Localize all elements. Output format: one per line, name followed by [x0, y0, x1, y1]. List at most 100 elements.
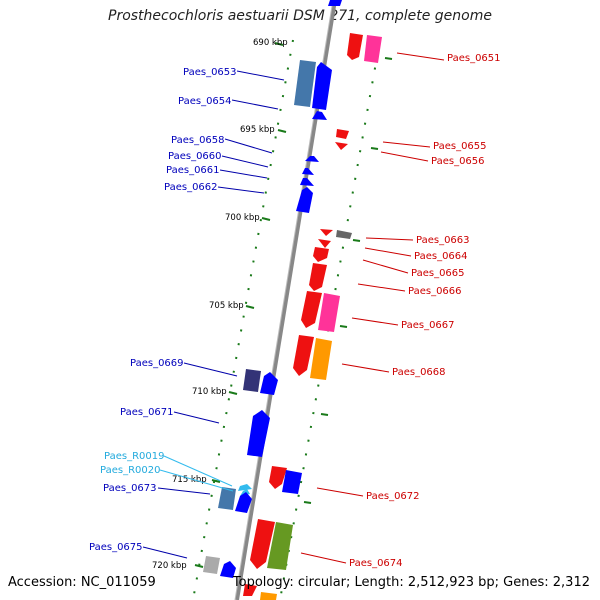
gene-label[interactable]: Paes_0675 [89, 542, 143, 553]
gene-label[interactable]: Paes_0661 [166, 165, 220, 176]
gene-paes-0666[interactable] [309, 263, 327, 291]
track-tick [303, 501, 312, 504]
gene-paes-0675-a[interactable] [203, 556, 220, 574]
leader-line [396, 52, 445, 61]
tick-label: 700 kbp [225, 213, 260, 223]
tick-mark [261, 217, 271, 221]
gene-label[interactable]: Paes_0666 [408, 286, 462, 297]
gene-paes-0658[interactable] [305, 156, 319, 162]
gene-partial-top[interactable] [328, 0, 342, 6]
tick-label: 695 kbp [240, 125, 275, 135]
gene-paes-0668-b[interactable] [310, 338, 332, 380]
gene-paes-0660[interactable] [302, 168, 314, 175]
gene-paes-0653[interactable] [294, 60, 316, 107]
leader-line [163, 455, 233, 487]
leader-line [159, 469, 234, 492]
gene-paes-r0019[interactable] [238, 484, 252, 491]
left-leader-lines [142, 70, 285, 559]
gene-paes-0667-b[interactable] [318, 293, 340, 332]
leader-line [357, 283, 406, 292]
gene-paes-0662[interactable] [296, 187, 313, 213]
gene-paes-0669-b[interactable] [260, 372, 278, 395]
leader-line [365, 237, 414, 241]
gene-paes-0671[interactable] [247, 410, 270, 457]
gene-paes-0665[interactable] [313, 247, 329, 262]
left-gene-labels: Paes_0653 Paes_0654 Paes_0658 Paes_0660 … [89, 67, 237, 553]
right-leader-lines [300, 52, 445, 564]
gene-paes-0674-a[interactable] [250, 519, 275, 569]
leader-line [351, 317, 399, 326]
gene-label[interactable]: Paes_0655 [433, 141, 487, 152]
leader-line [380, 151, 429, 162]
gene-paes-0668-a[interactable] [293, 335, 314, 376]
gene-paes-0663-a[interactable] [320, 229, 333, 236]
gene-label[interactable]: Paes_R0019 [104, 451, 164, 462]
gene-label[interactable]: Paes_0656 [431, 156, 485, 167]
gene-paes-0651-a[interactable] [347, 33, 363, 60]
gene-label[interactable]: Paes_0672 [366, 491, 420, 502]
leader-line [362, 259, 409, 274]
tick-mark [194, 564, 204, 568]
track-tick [320, 413, 329, 416]
gene-label[interactable]: Paes_0662 [164, 182, 218, 193]
accession-text: Accession: NC_011059 [8, 575, 156, 590]
map-title: Prosthecochloris aestuarii DSM 271, comp… [108, 8, 492, 24]
forward-genes [203, 60, 332, 578]
leader-line [382, 141, 431, 148]
gene-label[interactable]: Paes_0664 [414, 251, 468, 262]
gene-paes-0651-b[interactable] [364, 35, 382, 63]
gene-paes-0663-b[interactable] [336, 230, 352, 239]
track-tick [339, 325, 348, 328]
gene-label[interactable]: Paes_0668 [392, 367, 446, 378]
leader-line [224, 138, 273, 154]
leader-line [173, 411, 220, 424]
gene-paes-0672[interactable] [269, 466, 287, 489]
leader-line [341, 363, 390, 373]
gene-paes-0653-b[interactable] [312, 62, 332, 110]
leader-line [142, 546, 188, 559]
leader-line [364, 247, 412, 257]
tick-label: 720 kbp [152, 561, 187, 571]
gene-label[interactable]: Paes_R0020 [100, 465, 160, 476]
gene-paes-0673-a[interactable] [218, 487, 236, 510]
gene-paes-0654[interactable] [312, 111, 327, 120]
gene-label[interactable]: Paes_0653 [183, 67, 237, 78]
track-tick [384, 57, 393, 60]
tick-label: 715 kbp [172, 475, 207, 485]
gene-paes-0656[interactable] [335, 142, 348, 150]
gene-label[interactable]: Paes_0674 [349, 558, 403, 569]
gene-label[interactable]: Paes_0658 [171, 135, 225, 146]
rna-leader-lines [159, 455, 234, 492]
gene-label[interactable]: Paes_0654 [178, 96, 232, 107]
leader-line [316, 487, 364, 497]
gene-label[interactable]: Paes_0663 [416, 235, 470, 246]
gene-paes-0673-c[interactable] [282, 470, 302, 494]
gene-paes-0675-b[interactable] [220, 561, 236, 578]
genome-summary-text: Topology: circular; Length: 2,512,923 bp… [232, 575, 590, 590]
gene-paes-0661[interactable] [300, 178, 314, 186]
gene-label[interactable]: Paes_0651 [447, 53, 501, 64]
tick-mark [245, 305, 255, 309]
gene-paes-0667-a[interactable] [301, 291, 322, 328]
reverse-genes [243, 33, 382, 600]
gene-label[interactable]: Paes_0673 [103, 483, 157, 494]
tick-label: 690 kbp [253, 38, 288, 48]
gene-label[interactable]: Paes_0665 [411, 268, 465, 279]
gene-paes-0664[interactable] [318, 239, 331, 248]
gene-paes-0655[interactable] [336, 129, 349, 139]
leader-line [217, 186, 265, 194]
gene-partial-bottom-b[interactable] [260, 592, 277, 600]
gene-paes-0673-b[interactable] [235, 492, 252, 513]
gene-label[interactable]: Paes_0660 [168, 151, 222, 162]
tick-mark [228, 391, 238, 395]
gene-partial-bottom-a[interactable] [243, 584, 257, 596]
gene-paes-0674-b[interactable] [267, 522, 293, 570]
gene-label[interactable]: Paes_0671 [120, 407, 174, 418]
inner-track-left [192, 39, 294, 600]
gene-label[interactable]: Paes_0669 [130, 358, 184, 369]
gene-label[interactable]: Paes_0667 [401, 320, 455, 331]
tick-mark [211, 479, 221, 483]
leader-line [183, 362, 238, 377]
gene-paes-0669-a[interactable] [243, 369, 261, 392]
